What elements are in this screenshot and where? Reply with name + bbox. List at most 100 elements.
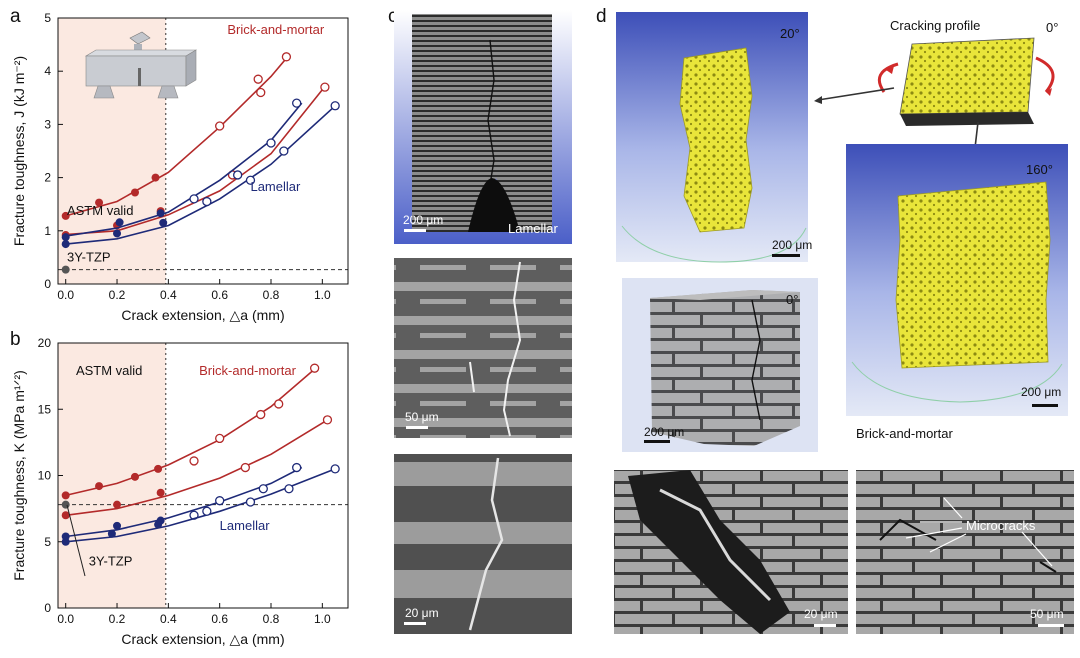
x-tick-label: 0.8	[263, 288, 280, 302]
panel-c: c 200 μm Lamellar 50 μm 20 μm	[388, 6, 572, 634]
y-tick-label: 0	[44, 277, 51, 291]
panel-label-b: b	[10, 329, 21, 350]
reference-lines	[58, 18, 348, 284]
x-tick-label: 0.0	[57, 612, 74, 626]
data-point	[215, 433, 225, 444]
data-point	[61, 491, 70, 500]
y-tick-label: 1	[44, 224, 51, 238]
data-point	[154, 464, 163, 473]
sem-image-bottom: 20 μm	[394, 454, 572, 634]
data-point	[61, 537, 70, 546]
y-tick-label: 5	[44, 11, 51, 25]
x-tick-label: 0.4	[160, 288, 177, 302]
data-point	[107, 529, 116, 538]
data-point	[245, 175, 256, 185]
x-tick-label: 0.8	[263, 612, 280, 626]
microcrack-arrows	[905, 497, 1053, 567]
series-curve	[65, 419, 328, 517]
data-point	[95, 198, 104, 207]
data-point	[292, 462, 302, 473]
data-point	[113, 521, 122, 530]
angle-label: 0°	[1046, 20, 1058, 35]
chart-a: a 0.0 0.2 0.4 0.6 0.8 1.0 0 1 2 3 4 5 Crack extensi…	[10, 6, 349, 323]
data-point	[202, 506, 212, 516]
lamellar-label: Lamellar	[250, 179, 301, 194]
data-point	[154, 520, 163, 529]
data-point	[189, 456, 199, 466]
tzp-point	[61, 500, 70, 509]
x-tick-label: 1.0	[314, 288, 331, 302]
data-point	[245, 497, 256, 507]
volume-160deg: 160° 200 μm	[846, 144, 1068, 416]
scale-bar-label: 200 μm	[403, 213, 443, 227]
data-point	[309, 363, 320, 373]
chart-b: b 0.0 0.2 0.4 0.6 0.8 1.0 0 5 10 15 20 Crack exten…	[10, 329, 349, 647]
arrow-to-left-view	[817, 87, 895, 101]
data-point	[159, 218, 168, 227]
data-point	[113, 229, 122, 238]
data-point	[274, 399, 284, 409]
data-point	[189, 194, 199, 204]
bend-specimen-icon	[84, 31, 198, 99]
data-point	[115, 218, 124, 227]
tzp-point	[61, 265, 70, 274]
data-point	[256, 87, 266, 98]
lamellar-notch-image: 200 μm Lamellar	[394, 10, 572, 244]
reference-lines	[58, 343, 348, 608]
sem-bottom-right: Microcracks 50 μm	[856, 470, 1074, 634]
data-point	[284, 484, 294, 494]
data-point	[279, 146, 289, 156]
x-tick-label: 1.0	[314, 612, 331, 626]
data-point	[130, 472, 139, 481]
arrow-to-right-view	[974, 121, 979, 149]
x-axis-label: Crack extension, △a (mm)	[121, 631, 284, 647]
x-tick-label: 0.0	[57, 288, 74, 302]
cracking-profile: Cracking profile 0°	[877, 18, 1058, 126]
axis-ticks: 0.0 0.2 0.4 0.6 0.8 1.0 0 5 10 15 20	[38, 336, 331, 626]
x-tick-label: 0.4	[160, 612, 177, 626]
data-point	[130, 188, 139, 197]
data-point	[232, 170, 243, 180]
data-point	[95, 482, 104, 491]
sem-bottom-left: 20 μm	[614, 470, 848, 634]
data-point	[61, 240, 70, 249]
scale-bar-label: 200 μm	[772, 238, 812, 252]
y-tick-label: 20	[38, 336, 52, 350]
data-point	[240, 462, 250, 473]
brick-mortar-caption: Brick-and-mortar	[856, 426, 953, 441]
panel-d: d 20° 200 μm Cracking profile 0°	[596, 6, 1074, 634]
data-point	[215, 121, 225, 131]
cracking-profile-label: Cracking profile	[890, 18, 980, 33]
data-point	[113, 500, 122, 509]
y-tick-label: 3	[44, 117, 51, 131]
y-tick-label: 15	[38, 402, 52, 416]
data-point	[156, 209, 165, 218]
panel-label-d: d	[596, 6, 607, 27]
angle-label: 160°	[1026, 162, 1053, 177]
scale-bar-label: 50 μm	[1030, 607, 1064, 621]
data-point	[253, 74, 263, 84]
scale-bar-label: 50 μm	[405, 410, 439, 424]
data-series	[61, 52, 340, 274]
x-tick-label: 0.2	[109, 612, 126, 626]
scale-bar-label: 200 μm	[644, 425, 684, 439]
data-series	[61, 363, 340, 546]
y-axis-label: Fracture toughness, J (kJ m⁻²)	[11, 56, 27, 246]
data-point	[322, 415, 333, 425]
brick-mortar-label: Brick-and-mortar	[199, 363, 296, 378]
y-tick-label: 4	[44, 64, 51, 78]
y-axis-label: Fracture toughness, K (MPa m¹ᐟ²)	[11, 370, 27, 581]
data-point	[202, 196, 212, 207]
scale-bar-label: 20 μm	[804, 607, 838, 621]
scale-bar-label: 200 μm	[1021, 385, 1061, 399]
y-tick-label: 0	[44, 601, 51, 615]
data-point	[61, 511, 70, 520]
panel-label-c: c	[388, 6, 398, 27]
tzp-label: 3Y-TZP	[89, 554, 133, 569]
data-point	[256, 409, 266, 420]
y-tick-label: 2	[44, 171, 51, 185]
angle-label: 0°	[786, 292, 798, 307]
lamellar-image-label: Lamellar	[508, 221, 559, 236]
data-point	[281, 52, 292, 62]
